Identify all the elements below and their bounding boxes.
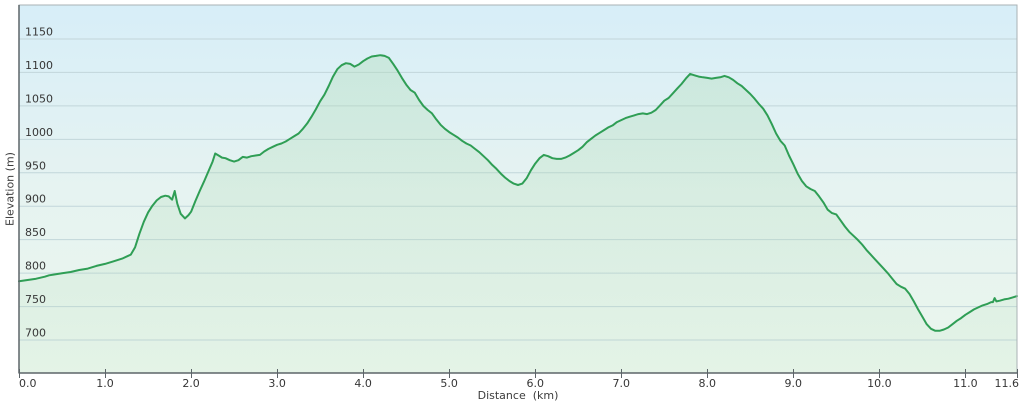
x-axis-title: Distance (km) bbox=[477, 389, 559, 402]
x-tick-label: 11.6 bbox=[995, 377, 1020, 390]
y-tick-label: 1150 bbox=[25, 26, 53, 39]
x-tick-label: 11.0 bbox=[953, 377, 978, 390]
elevation-area-fill bbox=[19, 55, 1017, 373]
x-tick-label: 0.0 bbox=[19, 377, 37, 390]
y-tick-label: 800 bbox=[25, 260, 46, 273]
x-tick-label: 8.0 bbox=[699, 377, 717, 390]
x-tick-label: 9.0 bbox=[785, 377, 803, 390]
x-tick-label: 4.0 bbox=[354, 377, 372, 390]
x-axis-ticks bbox=[19, 369, 1018, 378]
y-tick-label: 950 bbox=[25, 159, 46, 172]
x-tick-label: 6.0 bbox=[526, 377, 544, 390]
elevation-line bbox=[18, 54, 1018, 332]
x-tick-label: 5.0 bbox=[440, 377, 458, 390]
y-tick-label: 1100 bbox=[25, 59, 53, 72]
y-tick-label: 900 bbox=[25, 193, 46, 206]
x-tick-label: 1.0 bbox=[96, 377, 114, 390]
x-tick-label: 2.0 bbox=[182, 377, 200, 390]
x-tick-label: 10.0 bbox=[867, 377, 892, 390]
x-axis-tick-labels: 0.0 1.0 2.0 3.0 4.0 5.0 6.0 7.0 8.0 9.0 10.0 11.0 11… bbox=[19, 377, 1019, 390]
y-tick-label: 750 bbox=[25, 293, 46, 306]
x-tick-label: 7.0 bbox=[612, 377, 630, 390]
y-axis-tick-labels: 1150 1100 1050 1000 950 900 850 800 750 700 bbox=[25, 26, 53, 340]
y-tick-label: 700 bbox=[25, 327, 46, 340]
x-tick-label: 3.0 bbox=[268, 377, 286, 390]
y-tick-label: 1000 bbox=[25, 126, 53, 139]
y-tick-label: 850 bbox=[25, 226, 46, 239]
y-axis-title: Elevation (m) bbox=[3, 152, 17, 226]
y-tick-label: 1050 bbox=[25, 92, 53, 105]
